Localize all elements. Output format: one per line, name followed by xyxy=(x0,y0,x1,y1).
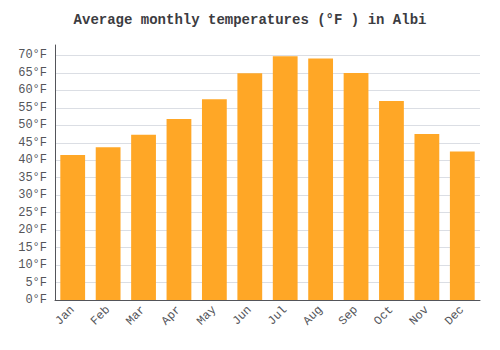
svg-text:Jan: Jan xyxy=(53,303,78,328)
svg-text:Feb: Feb xyxy=(88,303,113,328)
svg-text:Mar: Mar xyxy=(123,303,148,328)
svg-text:10°F: 10°F xyxy=(18,258,47,272)
svg-text:Dec: Dec xyxy=(442,303,467,328)
svg-text:25°F: 25°F xyxy=(18,206,47,220)
svg-text:50°F: 50°F xyxy=(18,118,47,132)
svg-text:15°F: 15°F xyxy=(18,241,47,255)
svg-text:Apr: Apr xyxy=(159,303,184,328)
svg-text:65°F: 65°F xyxy=(18,66,47,80)
svg-text:Jun: Jun xyxy=(230,303,255,328)
svg-text:Jul: Jul xyxy=(265,303,290,328)
svg-text:Average monthly temperatures (: Average monthly temperatures (°F ) in Al… xyxy=(74,12,427,28)
svg-text:40°F: 40°F xyxy=(18,153,47,167)
svg-text:May: May xyxy=(194,303,219,328)
svg-text:20°F: 20°F xyxy=(18,223,47,237)
svg-text:30°F: 30°F xyxy=(18,188,47,202)
svg-text:5°F: 5°F xyxy=(25,276,47,290)
svg-text:60°F: 60°F xyxy=(18,83,47,97)
svg-text:Nov: Nov xyxy=(407,303,432,328)
svg-text:Sep: Sep xyxy=(336,303,361,328)
svg-text:55°F: 55°F xyxy=(18,101,47,115)
svg-text:0°F: 0°F xyxy=(25,293,47,307)
svg-text:Oct: Oct xyxy=(371,303,396,328)
svg-text:Aug: Aug xyxy=(300,303,325,328)
svg-text:35°F: 35°F xyxy=(18,171,47,185)
svg-text:45°F: 45°F xyxy=(18,136,47,150)
svg-text:70°F: 70°F xyxy=(18,48,47,62)
